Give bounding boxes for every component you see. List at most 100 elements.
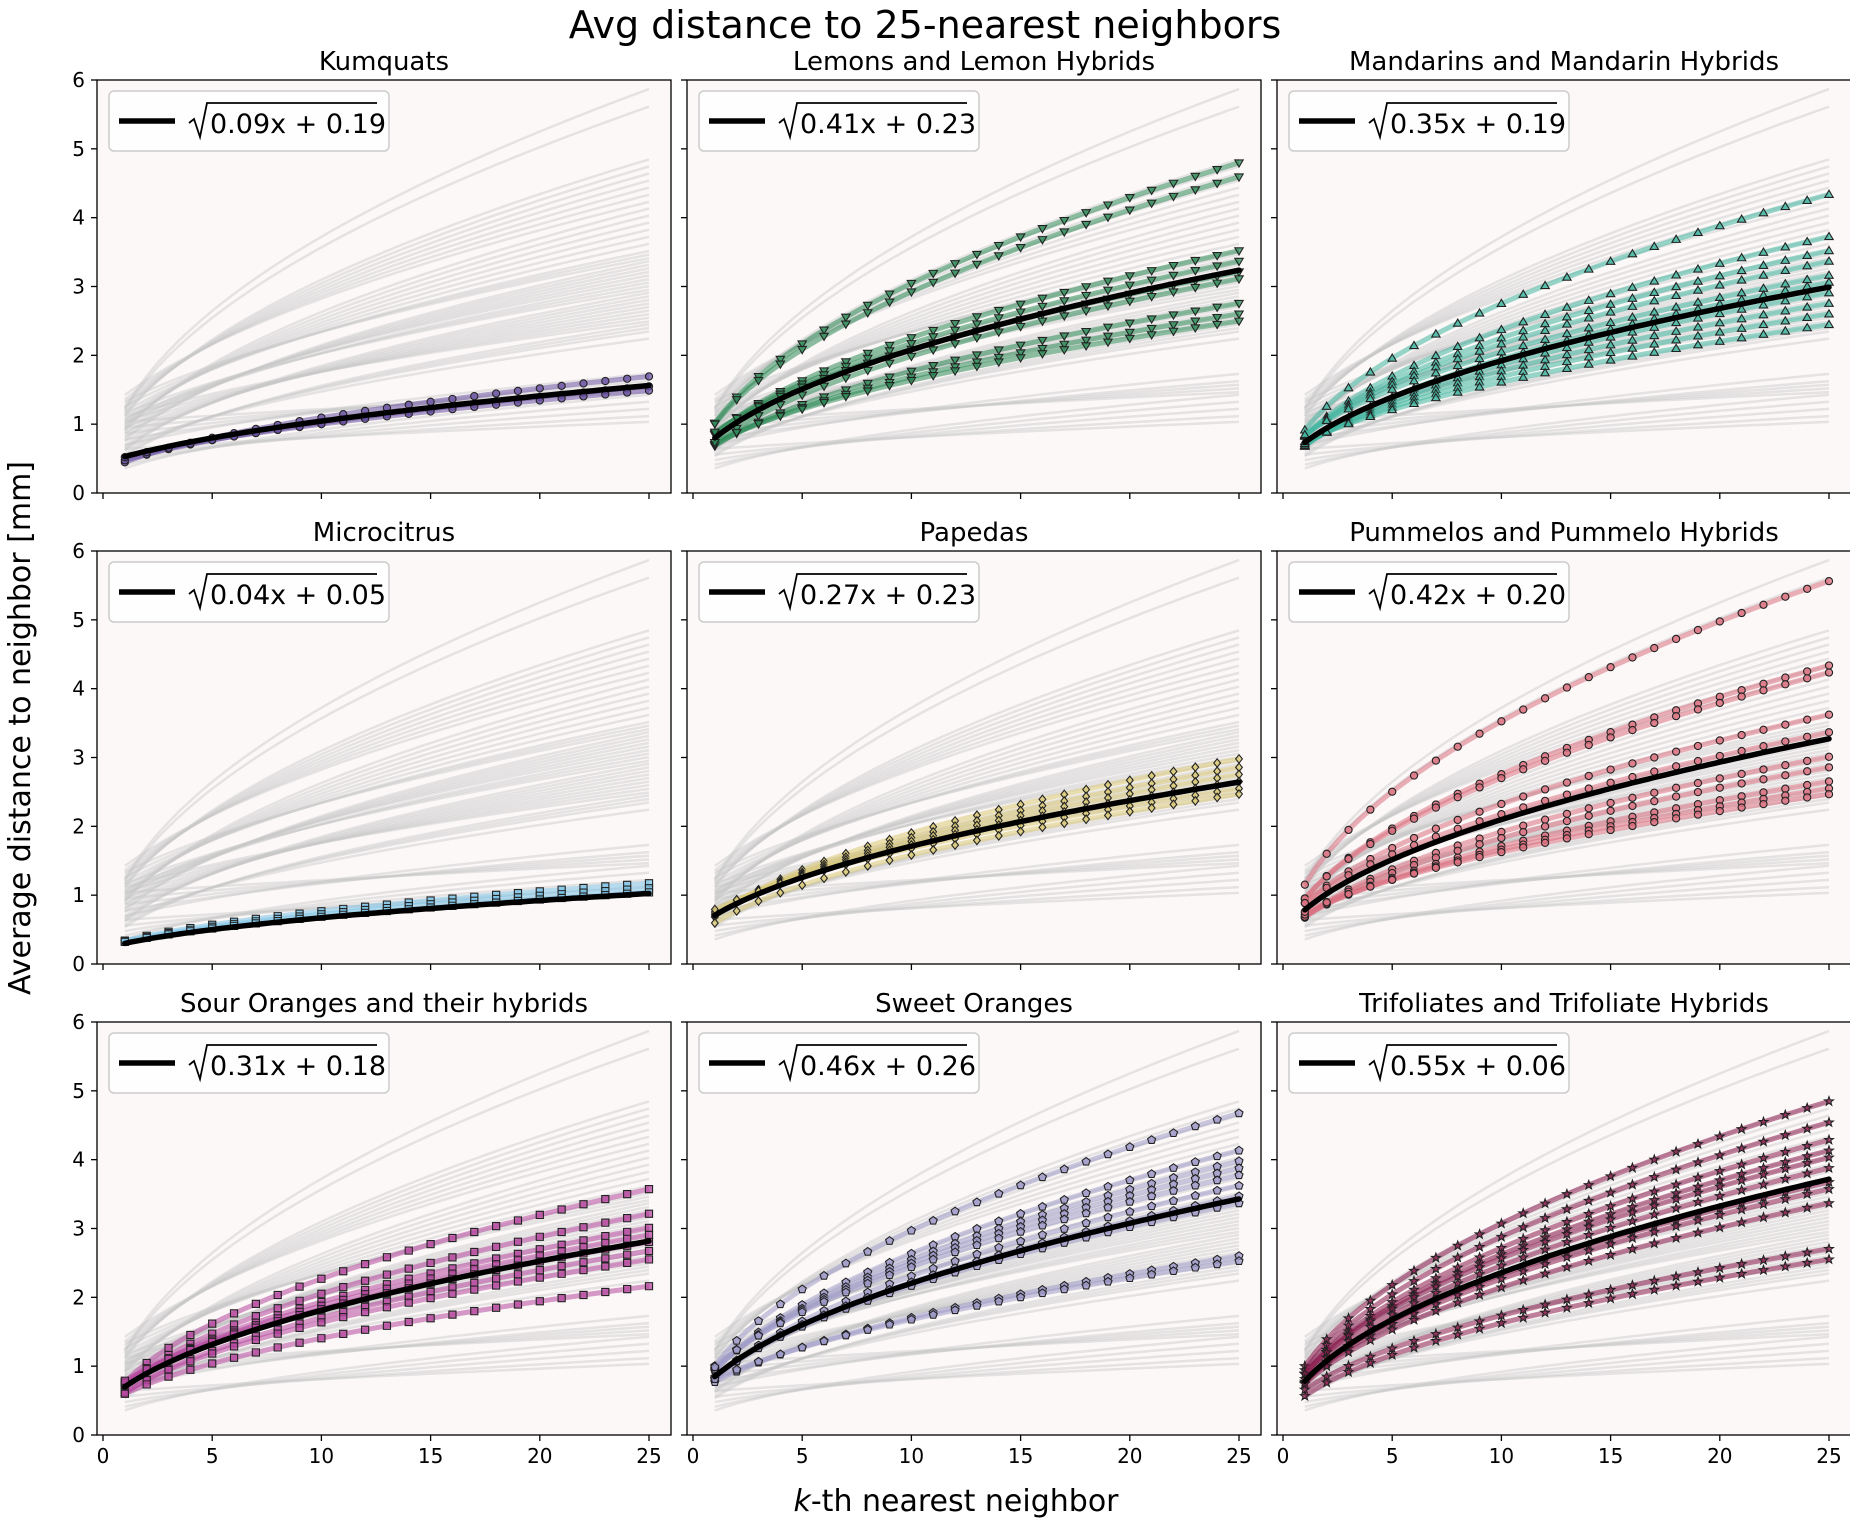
series-marker <box>1692 1214 1704 1226</box>
series-marker <box>513 1277 523 1286</box>
series-marker <box>1801 1246 1814 1258</box>
background-curve <box>124 1184 650 1360</box>
background-curve <box>124 755 650 891</box>
background-curve <box>124 773 650 914</box>
series-marker <box>1626 1215 1639 1227</box>
series-marker <box>818 382 830 392</box>
y-tick-label: 0 <box>72 481 85 505</box>
series-marker <box>1453 815 1462 825</box>
background-curve <box>124 1356 650 1398</box>
series-marker <box>1517 1265 1530 1277</box>
series-marker <box>862 309 873 318</box>
series-marker <box>1758 270 1769 279</box>
background-curve <box>714 858 1240 900</box>
y-tick-label: 4 <box>72 1148 85 1172</box>
background-curve <box>714 891 1240 922</box>
series-marker <box>470 1285 479 1294</box>
background-curve <box>1304 393 1830 470</box>
series-marker <box>1713 1271 1726 1283</box>
series-marker <box>557 1205 566 1214</box>
panel-title: Trifoliates and Trifoliate Hybrids <box>1358 989 1769 1019</box>
series-marker <box>1168 1163 1179 1172</box>
background-curve <box>713 1029 1240 1352</box>
series-marker <box>1650 718 1659 728</box>
panel-1: Lemons and Lemon Hybrids 0.41x + 0.23 <box>681 47 1262 499</box>
series-marker <box>993 241 1004 251</box>
background-curve <box>124 242 650 418</box>
background-curve <box>714 1329 1240 1371</box>
x-tick-label: 0 <box>97 1444 110 1468</box>
series-marker <box>1606 662 1615 672</box>
panel-0: Kumquats 0 1 2 3 4 5 6 0.09x + 0.19 <box>72 47 672 505</box>
series-marker <box>1344 889 1353 899</box>
series-marker <box>775 412 786 422</box>
background-curve <box>1304 383 1830 435</box>
series-marker <box>1823 1151 1835 1163</box>
series-marker <box>1429 1304 1442 1316</box>
series-marker <box>1059 1194 1069 1204</box>
background-curve <box>124 407 650 462</box>
series-marker <box>1824 752 1834 761</box>
series-marker <box>1780 325 1791 335</box>
legend-text: 0.35x + 0.19 <box>1390 109 1566 140</box>
series-marker <box>710 1362 720 1371</box>
series-marker <box>1146 315 1157 325</box>
x-tick-label: 20 <box>1707 1444 1732 1468</box>
series-marker <box>1715 783 1724 792</box>
legend-box <box>108 561 390 623</box>
background-curve <box>714 400 1240 466</box>
series-marker <box>884 290 895 300</box>
series-marker <box>208 1319 217 1328</box>
series-marker <box>1692 330 1704 340</box>
series-marker <box>1452 386 1463 396</box>
series-marker <box>1670 290 1682 300</box>
series-marker <box>1715 806 1724 816</box>
series-marker <box>360 1276 370 1285</box>
series-marker <box>1604 1292 1617 1304</box>
series-marker <box>601 1218 610 1227</box>
series-marker <box>1736 313 1747 323</box>
series-marker <box>601 1232 610 1241</box>
series-marker <box>1234 1256 1244 1265</box>
series-marker <box>818 326 830 336</box>
series-marker <box>1495 1230 1508 1242</box>
series-marker <box>1626 1279 1639 1291</box>
background-curve <box>124 858 650 900</box>
series-marker <box>644 1223 654 1232</box>
series-marker <box>1190 283 1201 293</box>
series-marker <box>1757 1198 1770 1210</box>
background-curve <box>124 699 650 896</box>
series-marker <box>1650 817 1659 827</box>
background-curve <box>714 1362 1240 1393</box>
series-marker <box>404 1264 413 1273</box>
background-curve <box>1304 390 1830 423</box>
background-curve <box>1304 864 1830 941</box>
background-curve <box>124 302 650 443</box>
series-marker <box>949 326 961 336</box>
series-marker <box>971 358 983 368</box>
background-curve <box>714 1272 1240 1394</box>
background-curve <box>124 298 650 447</box>
series-marker <box>1037 1220 1048 1230</box>
background-curve <box>714 1335 1240 1412</box>
series-marker <box>1584 740 1593 750</box>
fit-curve <box>1302 1176 1832 1384</box>
series-marker <box>884 373 895 383</box>
background-curve <box>124 843 650 918</box>
series-marker <box>579 1265 588 1275</box>
series-marker <box>470 1227 479 1237</box>
fit-curve <box>1302 736 1832 913</box>
series-marker <box>1519 792 1528 801</box>
x-tick-label: 0 <box>687 1444 700 1468</box>
background-curve <box>124 724 650 879</box>
series-marker <box>972 1240 982 1250</box>
background-curve <box>714 228 1240 425</box>
fit-curve <box>122 382 652 460</box>
series-marker <box>164 1372 173 1381</box>
series-marker <box>1081 1280 1091 1290</box>
series-marker <box>1801 322 1813 332</box>
series-marker <box>1824 710 1834 719</box>
series-marker <box>1582 1178 1595 1191</box>
panel-title: Kumquats <box>319 47 449 77</box>
background-curve <box>1304 1356 1830 1398</box>
